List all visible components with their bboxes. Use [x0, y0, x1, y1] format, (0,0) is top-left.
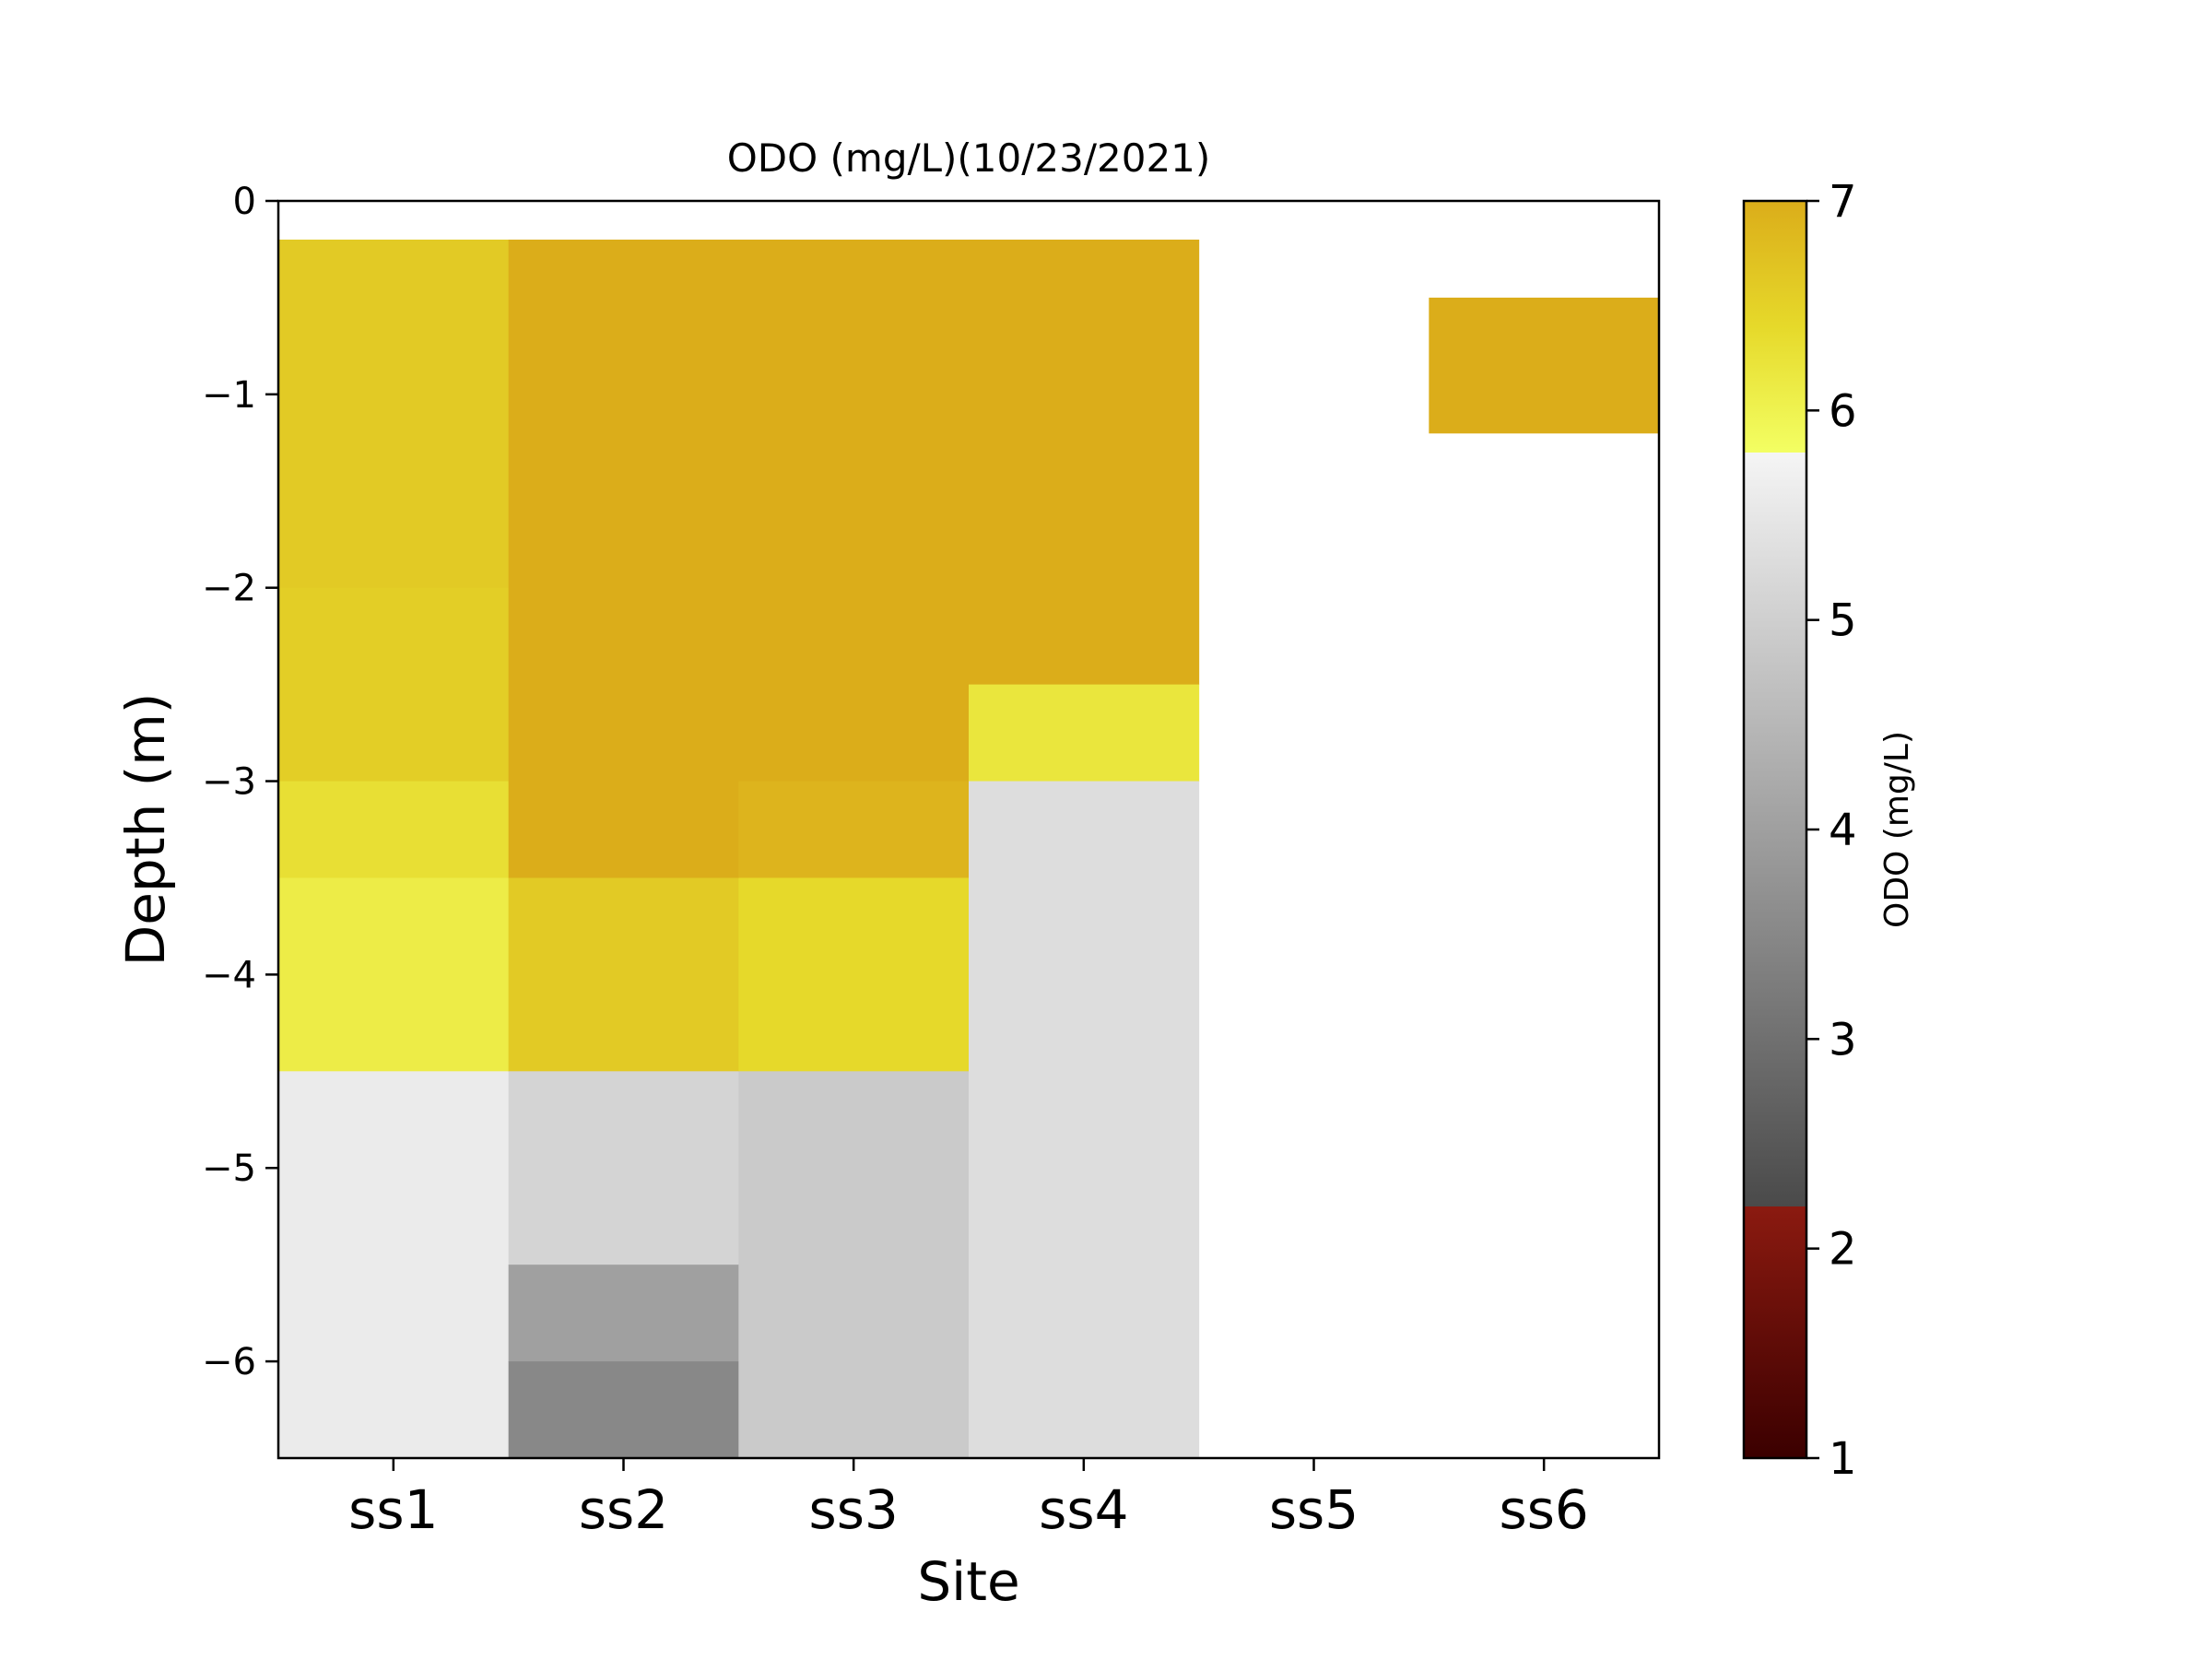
- y-tick-label: 0: [233, 181, 256, 223]
- y-tick-label: −5: [202, 1147, 256, 1190]
- chart-title: ODO (mg/L)(10/23/2021): [727, 135, 1211, 181]
- heatmap-cell: [508, 1361, 739, 1459]
- x-tick-label: ss3: [808, 1478, 898, 1541]
- colorbar-tick-label: 1: [1829, 1433, 1857, 1485]
- y-tick-label: −6: [202, 1341, 256, 1383]
- y-tick-label: −2: [202, 568, 256, 610]
- x-tick-label: ss6: [1499, 1478, 1588, 1541]
- colorbar-tick-label: 2: [1829, 1224, 1857, 1276]
- x-axis-ticks: ss1 ss2 ss3 ss4 ss5 ss6: [348, 1458, 1589, 1541]
- y-tick-label: −3: [202, 761, 256, 804]
- heatmap-cell: [278, 877, 510, 1072]
- y-axis-ticks: 0 −1 −2 −3 −4 −5 −6: [202, 181, 278, 1383]
- heatmap-cell: [278, 1071, 510, 1459]
- heatmap-cell: [1429, 297, 1660, 434]
- x-tick-label: ss5: [1269, 1478, 1359, 1541]
- heatmap-cell: [738, 781, 970, 878]
- colorbar-tick-label: 6: [1829, 385, 1857, 437]
- heatmap-cell: [508, 1265, 739, 1362]
- colorbar-tick-label: 3: [1829, 1014, 1857, 1065]
- colorbar-tick-label: 5: [1829, 595, 1857, 647]
- x-tick-label: ss2: [579, 1478, 668, 1541]
- x-tick-label: ss1: [348, 1478, 438, 1541]
- colorbar-tick-label: 4: [1829, 805, 1857, 856]
- heatmap-cell: [508, 239, 739, 878]
- colorbar: [1742, 199, 1808, 1460]
- heatmap-cell: [508, 877, 739, 1072]
- heatmap-cell: [969, 684, 1200, 782]
- y-tick-label: −1: [202, 374, 256, 417]
- y-tick-label: −4: [202, 954, 256, 996]
- x-tick-label: ss4: [1039, 1478, 1128, 1541]
- heatmap-cell: [278, 587, 510, 782]
- heatmap-cell: [738, 877, 970, 1072]
- heatmap-cell: [738, 1071, 970, 1459]
- colorbar-ticks: 1 2 3 4 5 6 7: [1806, 176, 1857, 1485]
- colorbar-label: ODO (mg/L): [1878, 731, 1916, 928]
- heatmap-cell: [969, 781, 1200, 1459]
- heatmap-cells: [278, 239, 1660, 1459]
- x-axis-label: Site: [917, 1550, 1019, 1613]
- heatmap-cell: [508, 1071, 739, 1265]
- heatmap-cell: [738, 239, 970, 782]
- y-axis-label: Depth (m): [114, 693, 177, 967]
- colorbar-tick-label: 7: [1829, 176, 1857, 228]
- heatmap-cell: [278, 781, 510, 878]
- heatmap-cell: [969, 239, 1200, 686]
- plot-frame: [276, 199, 1661, 1460]
- heatmap-cell: [278, 239, 510, 589]
